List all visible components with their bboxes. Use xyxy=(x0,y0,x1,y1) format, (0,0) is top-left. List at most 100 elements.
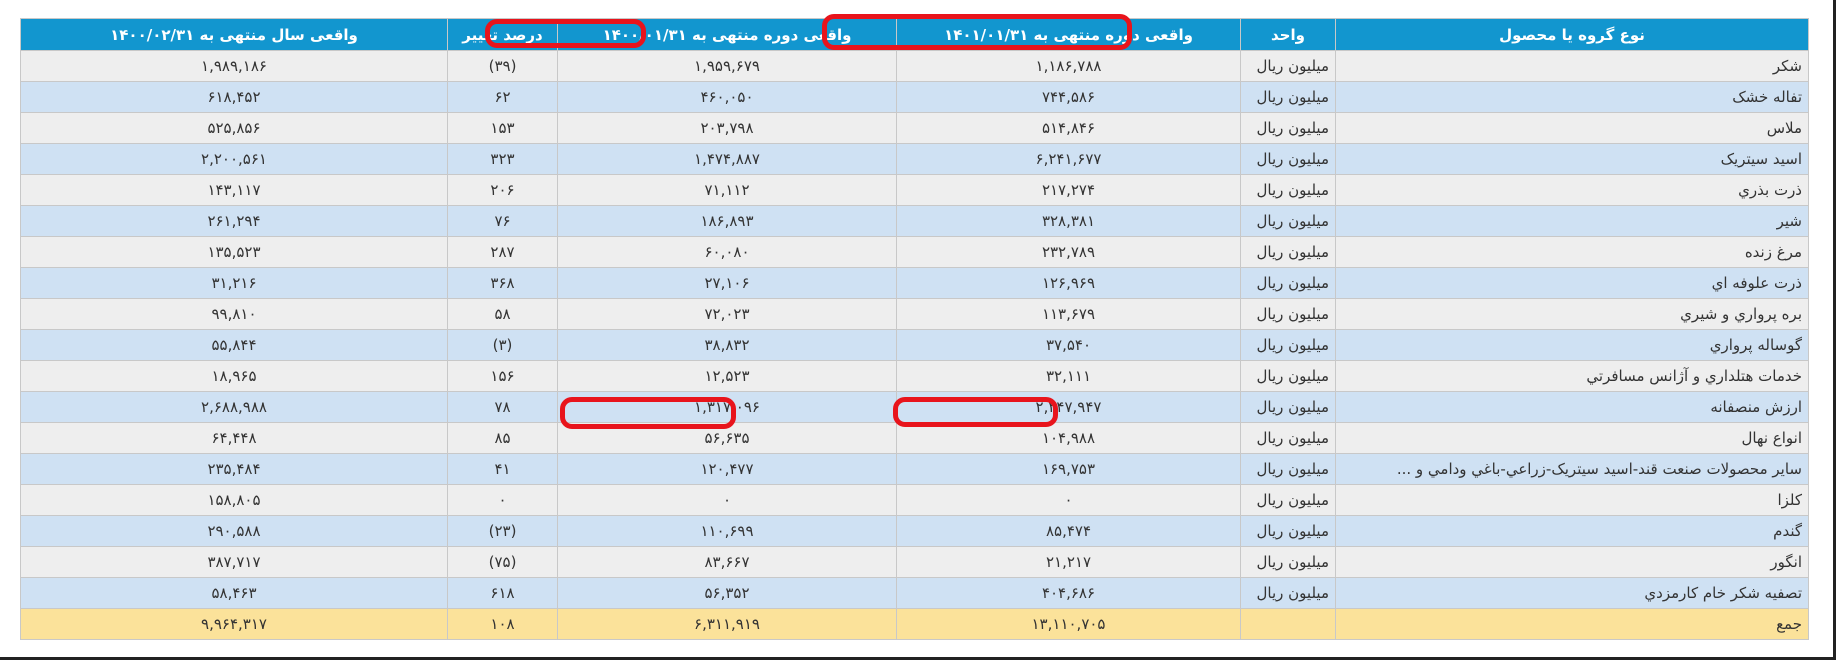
cell-year: ۲۶۱,۲۹۴ xyxy=(20,205,448,237)
cell-unit: میلیون ریال xyxy=(1240,298,1336,330)
header-year: واقعی سال منتهی به ۱۴۰۰/۰۲/۳۱ xyxy=(20,18,448,51)
cell-product: مرغ زنده xyxy=(1335,236,1809,268)
table-row: گندم میلیون ریال ۸۵,۴۷۴ ۱۱۰,۶۹۹ (۲۳) ۲۹۰,۵۸۸ xyxy=(20,515,1809,547)
cell-change-percent: ۱۵۳ xyxy=(447,112,558,144)
cell-current-period: ۱۶۹,۷۵۳ xyxy=(896,453,1241,485)
table-row: کلزا میلیون ریال ۰ ۰ ۰ ۱۵۸,۸۰۵ xyxy=(20,484,1809,516)
cell-previous-period: ۶,۳۱۱,۹۱۹ xyxy=(557,608,897,640)
cell-current-period: ۵۱۴,۸۴۶ xyxy=(896,112,1241,144)
cell-product: گندم xyxy=(1335,515,1809,547)
cell-year: ۲,۶۸۸,۹۸۸ xyxy=(20,391,448,423)
cell-previous-period: ۶۰,۰۸۰ xyxy=(557,236,897,268)
cell-current-period: ۲۱,۲۱۷ xyxy=(896,546,1241,578)
cell-unit: میلیون ریال xyxy=(1240,422,1336,454)
cell-previous-period: ۵۶,۶۳۵ xyxy=(557,422,897,454)
cell-year: ۹,۹۶۴,۳۱۷ xyxy=(20,608,448,640)
cell-unit: میلیون ریال xyxy=(1240,515,1336,547)
cell-previous-period: ۸۳,۶۶۷ xyxy=(557,546,897,578)
cell-previous-period: ۱۲,۵۲۳ xyxy=(557,360,897,392)
cell-year: ۵۸,۴۶۳ xyxy=(20,577,448,609)
cell-product: تفاله خشک xyxy=(1335,81,1809,113)
cell-previous-period: ۷۱,۱۱۲ xyxy=(557,174,897,206)
table-row: مرغ زنده میلیون ریال ۲۳۲,۷۸۹ ۶۰,۰۸۰ ۲۸۷ ۱۳۵,۵… xyxy=(20,236,1809,268)
table-row: انگور میلیون ریال ۲۱,۲۱۷ ۸۳,۶۶۷ (۷۵) ۳۸۷,۷۱۷ xyxy=(20,546,1809,578)
table-row: ذرت بذري میلیون ریال ۲۱۷,۲۷۴ ۷۱,۱۱۲ ۲۰۶ ۱۴۳,۱… xyxy=(20,174,1809,206)
cell-year: ۲,۲۰۰,۵۶۱ xyxy=(20,143,448,175)
table-row: شیر میلیون ریال ۳۲۸,۳۸۱ ۱۸۶,۸۹۳ ۷۶ ۲۶۱,۲۹۴ xyxy=(20,205,1809,237)
cell-current-period: ۷۴۴,۵۸۶ xyxy=(896,81,1241,113)
table-row: شکر میلیون ریال ۱,۱۸۶,۷۸۸ ۱,۹۵۹,۶۷۹ (۳۹) ۱,۹۸… xyxy=(20,50,1809,82)
header-row: نوع گروه یا محصول واحد واقعی دوره منتهی … xyxy=(20,18,1809,51)
cell-unit: میلیون ریال xyxy=(1240,329,1336,361)
cell-year: ۶۴,۴۴۸ xyxy=(20,422,448,454)
cell-previous-period: ۵۶,۳۵۲ xyxy=(557,577,897,609)
cell-product: اسید سیتریک xyxy=(1335,143,1809,175)
cell-current-period: ۰ xyxy=(896,484,1241,516)
table-row: ذرت علوفه اي میلیون ریال ۱۲۶,۹۶۹ ۲۷,۱۰۶ ۳۶۸ ۳… xyxy=(20,267,1809,299)
cell-year: ۱۸,۹۶۵ xyxy=(20,360,448,392)
header-unit: واحد xyxy=(1240,18,1336,51)
cell-current-period: ۲۱۷,۲۷۴ xyxy=(896,174,1241,206)
table-row: سایر محصولات صنعت قند-اسید سیتریک-زراعي-… xyxy=(20,453,1809,485)
cell-current-period: ۴۰۴,۶۸۶ xyxy=(896,577,1241,609)
cell-unit: میلیون ریال xyxy=(1240,267,1336,299)
table-row: اسید سیتریک میلیون ریال ۶,۲۴۱,۶۷۷ ۱,۴۷۴,۸۸۷… xyxy=(20,143,1809,175)
cell-year: ۵۲۵,۸۵۶ xyxy=(20,112,448,144)
cell-unit: میلیون ریال xyxy=(1240,484,1336,516)
cell-current-period: ۳۷,۵۴۰ xyxy=(896,329,1241,361)
cell-change-percent: ۰ xyxy=(447,484,558,516)
cell-year: ۹۹,۸۱۰ xyxy=(20,298,448,330)
cell-year: ۶۱۸,۴۵۲ xyxy=(20,81,448,113)
cell-previous-period: ۱,۴۷۴,۸۸۷ xyxy=(557,143,897,175)
cell-unit: میلیون ریال xyxy=(1240,50,1336,82)
cell-previous-period: ۰ xyxy=(557,484,897,516)
cell-unit: میلیون ریال xyxy=(1240,236,1336,268)
cell-previous-period: ۳۸,۸۳۲ xyxy=(557,329,897,361)
cell-change-percent: (۷۵) xyxy=(447,546,558,578)
cell-year: ۲۳۵,۴۸۴ xyxy=(20,453,448,485)
cell-unit: میلیون ریال xyxy=(1240,546,1336,578)
total-row: جمع ۱۳,۱۱۰,۷۰۵ ۶,۳۱۱,۹۱۹ ۱۰۸ ۹,۹۶۴,۳۱۷ xyxy=(20,608,1809,640)
cell-change-percent: ۳۲۳ xyxy=(447,143,558,175)
cell-current-period: ۱۲۶,۹۶۹ xyxy=(896,267,1241,299)
cell-product: بره پرواري و شيري xyxy=(1335,298,1809,330)
header-change-percent: درصد تغییر xyxy=(447,18,558,51)
cell-year: ۵۵,۸۴۴ xyxy=(20,329,448,361)
cell-previous-period: ۲۷,۱۰۶ xyxy=(557,267,897,299)
cell-change-percent: ۶۱۸ xyxy=(447,577,558,609)
cell-year: ۳۱,۲۱۶ xyxy=(20,267,448,299)
cell-unit: میلیون ریال xyxy=(1240,112,1336,144)
cell-change-percent: (۳) xyxy=(447,329,558,361)
cell-unit: میلیون ریال xyxy=(1240,81,1336,113)
cell-change-percent: (۳۹) xyxy=(447,50,558,82)
product-sales-table: نوع گروه یا محصول واحد واقعی دوره منتهی … xyxy=(20,18,1809,640)
cell-unit: میلیون ریال xyxy=(1240,205,1336,237)
cell-product: انواع نهال xyxy=(1335,422,1809,454)
cell-year: ۱۵۸,۸۰۵ xyxy=(20,484,448,516)
cell-product: جمع xyxy=(1335,608,1809,640)
cell-change-percent: ۲۰۶ xyxy=(447,174,558,206)
cell-year: ۱,۹۸۹,۱۸۶ xyxy=(20,50,448,82)
cell-current-period: ۱۳,۱۱۰,۷۰۵ xyxy=(896,608,1241,640)
cell-current-period: ۲,۳۴۷,۹۴۷ xyxy=(896,391,1241,423)
cell-unit: میلیون ریال xyxy=(1240,577,1336,609)
cell-current-period: ۱۱۳,۶۷۹ xyxy=(896,298,1241,330)
cell-product: سایر محصولات صنعت قند-اسید سیتریک-زراعي-… xyxy=(1335,453,1809,485)
cell-change-percent: ۸۵ xyxy=(447,422,558,454)
cell-change-percent: ۷۶ xyxy=(447,205,558,237)
cell-previous-period: ۴۶۰,۰۵۰ xyxy=(557,81,897,113)
table-row: تفاله خشک میلیون ریال ۷۴۴,۵۸۶ ۴۶۰,۰۵۰ ۶۲ ۶۱۸,… xyxy=(20,81,1809,113)
cell-unit: میلیون ریال xyxy=(1240,143,1336,175)
cell-current-period: ۳۲,۱۱۱ xyxy=(896,360,1241,392)
cell-change-percent: ۱۵۶ xyxy=(447,360,558,392)
cell-current-period: ۲۳۲,۷۸۹ xyxy=(896,236,1241,268)
cell-change-percent: ۳۶۸ xyxy=(447,267,558,299)
table-row: گوساله پرواري میلیون ریال ۳۷,۵۴۰ ۳۸,۸۳۲ (۳) ۵… xyxy=(20,329,1809,361)
table-row: ملاس میلیون ریال ۵۱۴,۸۴۶ ۲۰۳,۷۹۸ ۱۵۳ ۵۲۵,۸۵۶ xyxy=(20,112,1809,144)
cell-change-percent: ۴۱ xyxy=(447,453,558,485)
cell-product: ذرت علوفه اي xyxy=(1335,267,1809,299)
cell-current-period: ۱,۱۸۶,۷۸۸ xyxy=(896,50,1241,82)
cell-product: گوساله پرواري xyxy=(1335,329,1809,361)
cell-change-percent: ۷۸ xyxy=(447,391,558,423)
